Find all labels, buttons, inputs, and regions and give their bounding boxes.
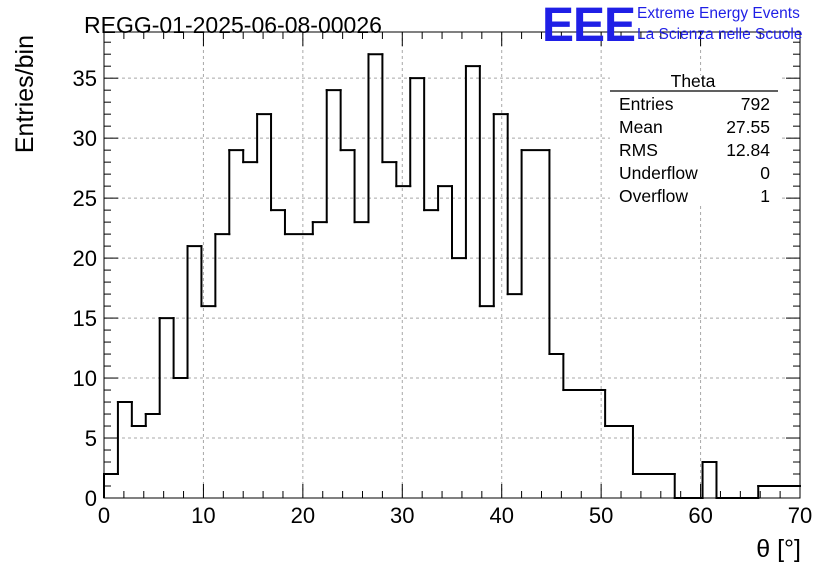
axis-ticks: [103, 32, 801, 499]
chart-title: REGG-01-2025-06-08-00026: [84, 12, 382, 38]
stats-row-label: Underflow: [619, 163, 698, 183]
y-tick-label: 25: [73, 186, 97, 211]
y-axis-label: Entries/bin: [11, 35, 39, 153]
y-tick-label: 30: [73, 126, 97, 151]
stats-row-label: RMS: [619, 140, 658, 160]
y-tick-label: 35: [73, 66, 97, 91]
stats-row-value: 0: [760, 163, 770, 183]
stats-row-value: 12.84: [726, 140, 770, 160]
stats-row-value: 792: [741, 94, 770, 114]
y-tick-label: 0: [85, 486, 97, 511]
x-tick-labels: 0 10 20 30 40 50 60 70: [98, 503, 812, 528]
stats-box-background: [610, 75, 780, 205]
x-axis-label: θ [°]: [756, 535, 801, 563]
x-tick-label: 50: [589, 503, 613, 528]
histogram-series: [103, 53, 801, 499]
stats-row-value: 1: [760, 186, 770, 206]
stats-rows: Entries 792 Mean 27.55 RMS 12.84 Underflow 0 Ove…: [619, 94, 770, 206]
stats-box: Theta Entries 792 Mean 27.55 RMS 12.84 Underfl…: [610, 71, 780, 206]
x-tick-label: 30: [390, 503, 414, 528]
y-tick-label: 10: [73, 366, 97, 391]
x-tick-label: 10: [191, 503, 215, 528]
y-tick-labels: 0 5 10 15 20 25 30 35: [73, 66, 97, 511]
stats-row-value: 27.55: [726, 117, 770, 137]
plot-frame: [103, 31, 801, 499]
stats-row-label: Entries: [619, 94, 674, 114]
logo-line1: Extreme Energy Events: [637, 5, 800, 22]
x-tick-label: 20: [291, 503, 315, 528]
logo-line2: La Scienza nelle Scuole: [637, 26, 802, 43]
logo-letters: EEE: [542, 0, 635, 52]
x-tick-label: 0: [98, 503, 110, 528]
x-tick-label: 60: [688, 503, 712, 528]
stats-row-label: Overflow: [619, 186, 688, 206]
stats-row-label: Mean: [619, 117, 663, 137]
y-tick-label: 15: [73, 306, 97, 331]
eee-logo: EEE Extreme Energy Events La Scienza nel…: [542, 0, 802, 52]
x-tick-label: 70: [788, 503, 812, 528]
y-tick-label: 20: [73, 246, 97, 271]
y-tick-label: 5: [85, 426, 97, 451]
stats-title: Theta: [671, 71, 716, 91]
x-tick-label: 40: [489, 503, 513, 528]
